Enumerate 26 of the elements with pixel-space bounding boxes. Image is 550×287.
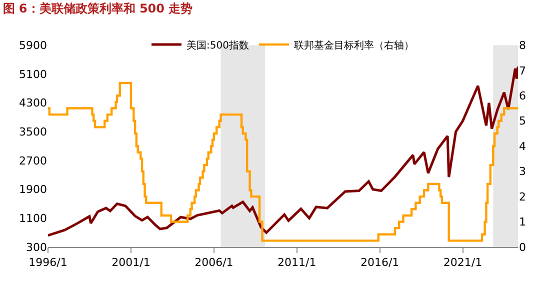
x-tick-label: 2011/1 (278, 256, 316, 270)
y2-tick-label: 5 (519, 114, 526, 128)
y2-tick-label: 6 (519, 89, 526, 102)
legend-label: 联邦基金目标利率（右轴） (294, 39, 414, 52)
y-tick-label: 300 (26, 240, 47, 254)
y2-tick-label: 8 (519, 39, 526, 52)
y-tick-label: 1900 (19, 183, 47, 196)
chart-title: 图 6：美联储政策利率和 500 走势 (2, 2, 193, 16)
y-tick-label: 3500 (19, 126, 47, 139)
x-tick-label: 2016/1 (360, 256, 400, 270)
y2-tick-label: 4 (519, 140, 526, 153)
y-tick-label: 5100 (19, 68, 47, 81)
y-tick-label: 4300 (19, 96, 47, 110)
x-tick-label: 2021/1 (443, 256, 482, 270)
x-tick-label: 1996/1 (28, 256, 68, 270)
legend-label: 美国:500指数 (186, 39, 249, 52)
y-tick-label: 1100 (19, 212, 47, 226)
y2-tick-label: 7 (519, 64, 526, 78)
x-tick-label: 2001/1 (112, 256, 150, 270)
y2-tick-label: 2 (519, 190, 526, 204)
y-tick-label: 2700 (19, 154, 47, 168)
y2-tick-label: 0 (519, 240, 526, 254)
y2-tick-label: 1 (519, 216, 526, 229)
x-tick-label: 2006/1 (194, 256, 234, 270)
y2-tick-label: 3 (519, 165, 526, 178)
y-tick-label: 5900 (19, 39, 47, 52)
